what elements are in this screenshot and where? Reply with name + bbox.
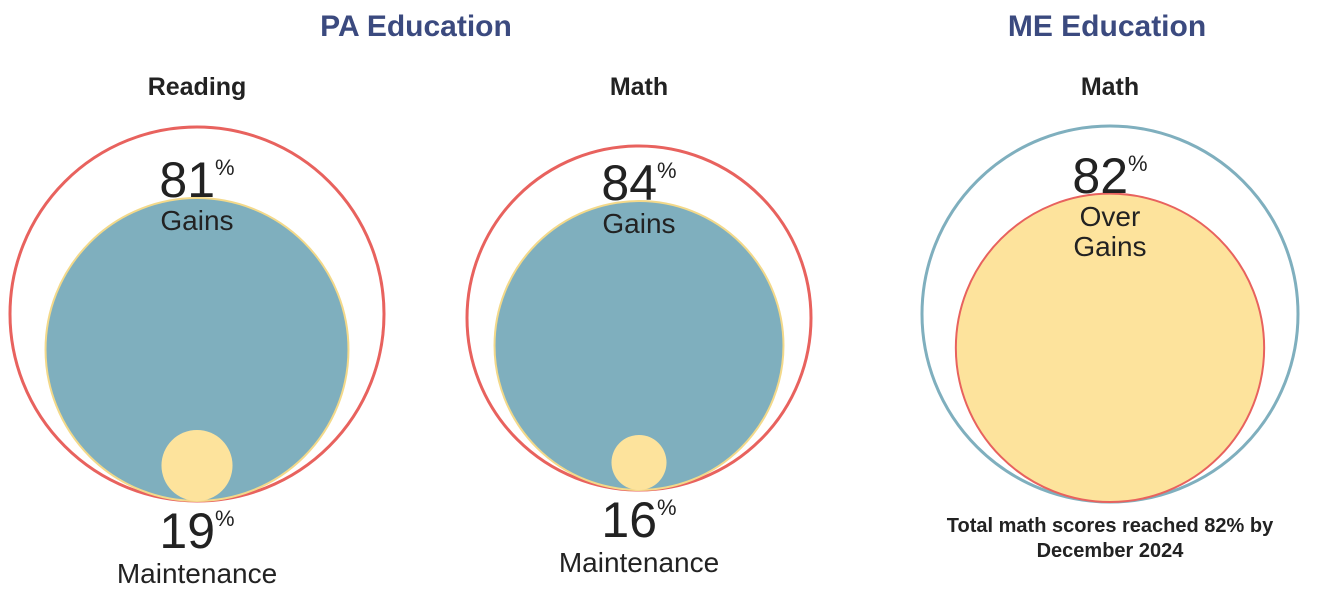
series-name: Gains <box>160 205 234 237</box>
annotation: Total math scores reached 82% by Decembe… <box>946 515 1274 562</box>
value-number: 84 <box>601 155 658 212</box>
group-title: PA Education <box>320 10 512 43</box>
chart-title: Math <box>609 73 669 101</box>
group-title: ME Education <box>1007 10 1207 43</box>
circle-mark <box>161 429 233 501</box>
value-number: 82 <box>1072 147 1129 204</box>
series-name: Over Gains <box>1073 200 1147 263</box>
value-number: 19 <box>159 503 216 559</box>
chart-title: Math <box>1080 73 1140 101</box>
value-label: 81% <box>97 155 297 205</box>
value-label: 19% <box>97 506 297 556</box>
value-unit: % <box>215 506 235 531</box>
value-label: 82% <box>1010 151 1210 201</box>
value-label: 84% <box>539 158 739 208</box>
circle-mark <box>954 192 1266 503</box>
value-number: 16 <box>601 492 658 548</box>
value-unit: % <box>657 495 677 520</box>
value-label: 16% <box>539 495 739 545</box>
value-unit: % <box>657 158 677 184</box>
chart-title: Reading <box>147 73 247 101</box>
circle-mark <box>611 434 667 491</box>
value-unit: % <box>215 155 235 181</box>
series-name: Gains <box>602 208 676 240</box>
value-number: 81 <box>159 152 216 209</box>
value-unit: % <box>1128 150 1148 176</box>
series-name: Maintenance <box>558 547 720 578</box>
series-name: Maintenance <box>116 558 278 589</box>
